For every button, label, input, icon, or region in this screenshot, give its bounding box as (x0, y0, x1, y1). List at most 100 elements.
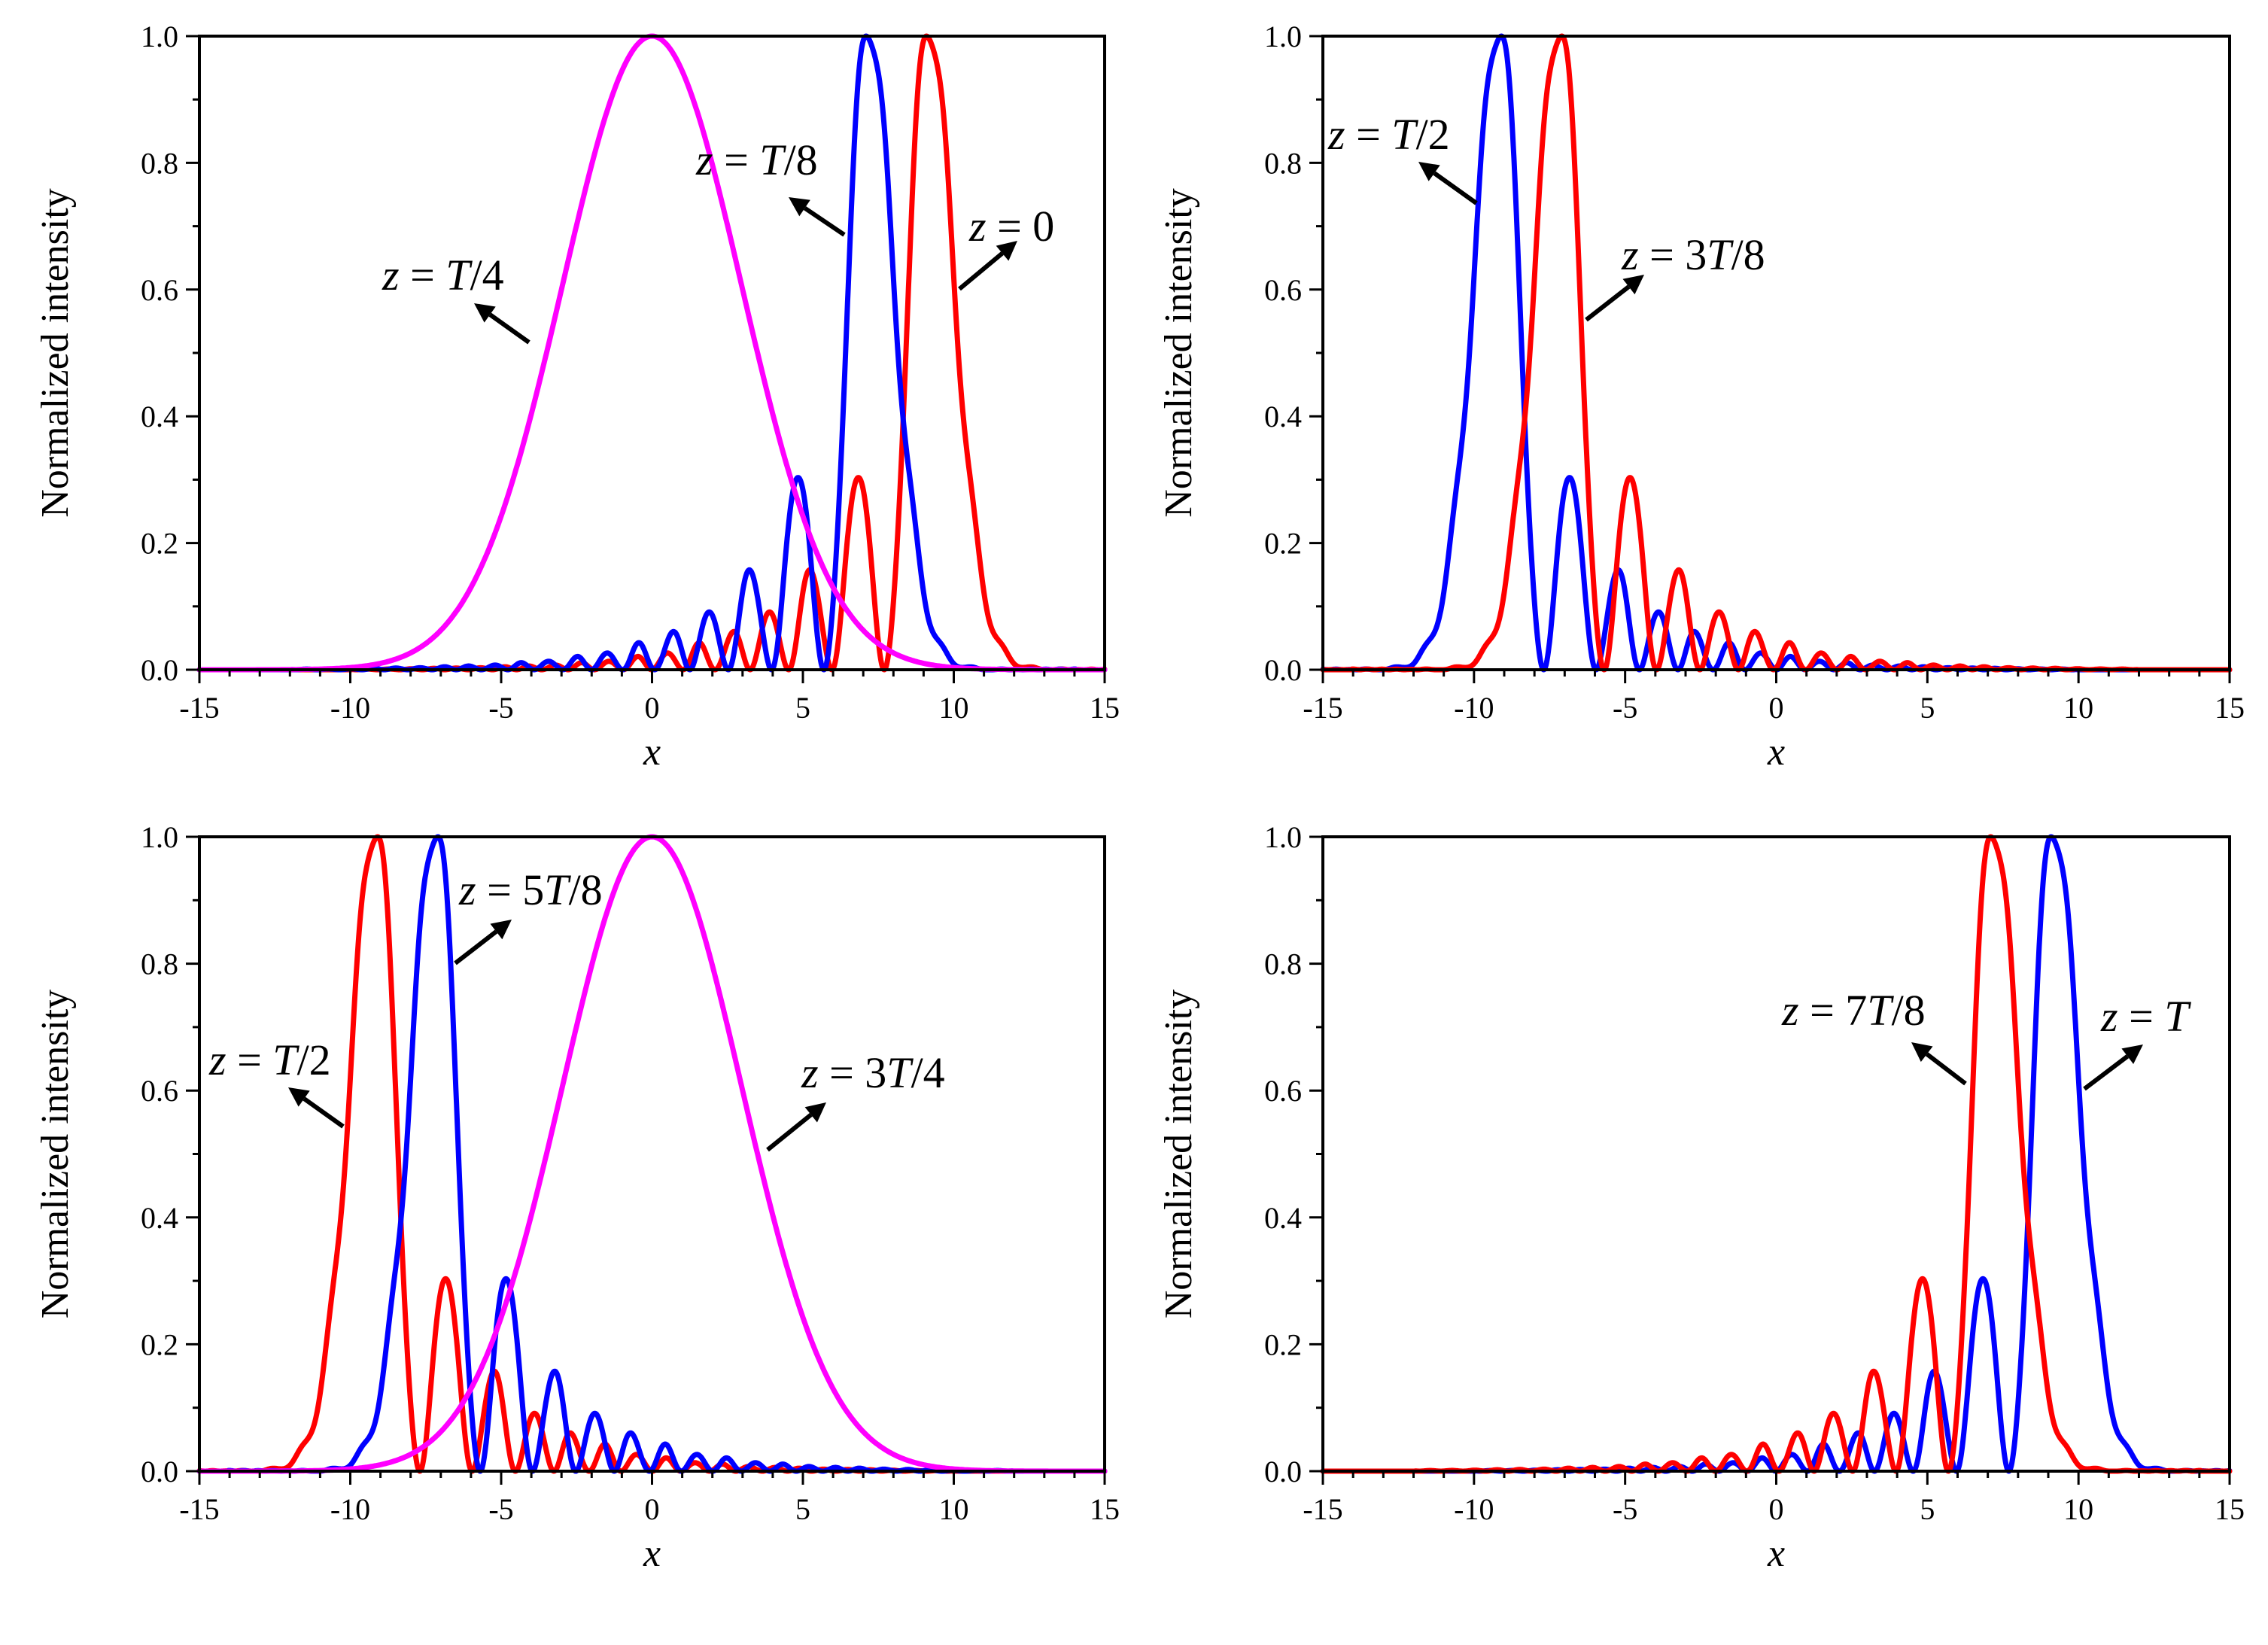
annotation-label: z = 0 (968, 202, 1054, 251)
annotation-label: z = T/2 (1327, 110, 1450, 159)
annotation-arrow (1585, 284, 1631, 322)
y-tick-label: 0.2 (141, 1327, 178, 1361)
annotation-arrow (488, 312, 531, 345)
annotation-arrow-head (288, 1087, 310, 1107)
x-tick-label: -5 (488, 691, 513, 725)
plot-frame (1321, 35, 2231, 671)
y-tick-label: 0.6 (1264, 1074, 1302, 1108)
x-tick-label: 15 (2215, 691, 2245, 725)
x-axis-title: x (643, 731, 661, 774)
y-tick-label: 0.6 (141, 273, 178, 307)
annotation-arrow-head (2121, 1044, 2143, 1065)
x-tick-label: -10 (330, 1492, 370, 1526)
x-tick-label: 10 (2063, 691, 2093, 725)
annotation-arrow (303, 1096, 345, 1129)
y-tick-label: 0.4 (141, 400, 178, 433)
x-tick-label: 10 (939, 1492, 969, 1526)
y-tick-label: 0.8 (141, 146, 178, 180)
series-line-red-1 (196, 33, 1108, 673)
x-tick-label: -15 (179, 691, 219, 725)
y-axis-title: Normalized intensity (1157, 990, 1200, 1319)
x-tick-label: 0 (645, 691, 660, 725)
annotation-arrow (2083, 1054, 2130, 1091)
x-tick-label: 15 (2215, 1492, 2245, 1526)
plot-frame (198, 35, 1106, 671)
plot-frame (1321, 835, 2231, 1473)
annotation-label: z = 3T/8 (1621, 230, 1765, 279)
y-tick-label: 0.2 (1264, 527, 1302, 561)
panel-4: -15 -10 -5 0 5 10 15 0.0 0.2 0.4 0.6 0.8 1.0 x Normali… (1157, 820, 2245, 1575)
y-tick-label: 1.0 (141, 20, 178, 53)
y-tick-label: 0.0 (1264, 1455, 1302, 1488)
x-tick-label: -10 (1454, 691, 1494, 725)
y-tick-label: 0.4 (1264, 1201, 1302, 1235)
x-tick-label: 5 (1920, 1492, 1935, 1526)
y-tick-label: 0.2 (141, 527, 178, 561)
series-line-red-2 (1320, 834, 2233, 1474)
x-tick-label: 15 (1090, 1492, 1120, 1526)
y-tick-label: 1.0 (141, 820, 178, 854)
annotation-label: z = T/8 (695, 135, 818, 184)
x-tick-label: 0 (645, 1492, 660, 1526)
annotation-arrow (766, 1113, 813, 1152)
annotation-arrow-head (490, 920, 512, 940)
x-tick-label: -15 (179, 1492, 219, 1526)
annotation-arrow (958, 251, 1004, 291)
x-tick-label: 5 (795, 1492, 810, 1526)
y-tick-label: 0.6 (1264, 273, 1302, 307)
y-tick-label: 0.8 (141, 947, 178, 981)
x-axis-title: x (1767, 1532, 1785, 1575)
y-axis-title: Normalized intensity (34, 990, 77, 1319)
annotation-label: z = 7T/8 (1781, 986, 1926, 1035)
x-tick-label: 10 (2063, 1492, 2093, 1526)
panel-1: -15 -10 -5 0 5 10 15 0.0 0.2 0.4 0.6 0.8 1.0 x Normali… (34, 20, 1120, 774)
series-line-blue-2 (196, 834, 1108, 1474)
y-tick-label: 0.0 (1264, 653, 1302, 687)
y-tick-label: 0.8 (1264, 146, 1302, 180)
series-line-blue-2 (196, 33, 1108, 673)
y-axis-title: Normalized intensity (1157, 188, 1200, 518)
x-tick-label: 0 (1769, 1492, 1784, 1526)
annotation-label: z = 3T/4 (801, 1048, 945, 1097)
y-tick-label: 0.8 (1264, 947, 1302, 981)
annotation-label: z = 5T/8 (458, 865, 603, 914)
series-line-blue-1 (1320, 834, 2233, 1474)
panel-3: -15 -10 -5 0 5 10 15 0.0 0.2 0.4 0.6 0.8 1.0 x Normali… (34, 820, 1120, 1575)
x-axis-title: x (1767, 731, 1785, 774)
annotation-arrow (1433, 171, 1478, 205)
y-tick-label: 0.0 (141, 653, 178, 687)
series-line-magenta-3 (196, 33, 1108, 673)
annotation-label: z = T/2 (208, 1035, 331, 1084)
plot-frame (198, 835, 1106, 1473)
x-tick-label: -15 (1303, 691, 1342, 725)
x-tick-label: 5 (1920, 691, 1935, 725)
y-tick-label: 1.0 (1264, 820, 1302, 854)
y-tick-label: 0.4 (1264, 400, 1302, 433)
annotation-arrow-head (996, 241, 1017, 261)
annotation-arrow-head (474, 303, 496, 323)
x-tick-label: -15 (1303, 1492, 1342, 1526)
x-tick-label: -10 (1454, 1492, 1494, 1526)
x-tick-label: -5 (1613, 691, 1637, 725)
x-tick-label: 5 (795, 691, 810, 725)
x-tick-label: 0 (1769, 691, 1784, 725)
x-tick-label: -5 (1613, 1492, 1637, 1526)
panel-2: -15 -10 -5 0 5 10 15 0.0 0.2 0.4 0.6 0.8 1.0 x Normali… (1157, 20, 2245, 774)
annotation-arrow (1925, 1052, 1967, 1086)
series-line-red-1 (196, 834, 1108, 1474)
annotation-arrow-head (1911, 1042, 1933, 1063)
x-tick-label: -10 (330, 691, 370, 725)
series-line-magenta-3 (196, 834, 1108, 1474)
x-tick-label: -5 (488, 1492, 513, 1526)
series-line-blue-1 (1320, 33, 2233, 673)
annotation-arrow-head (789, 197, 810, 217)
annotation-arrow (803, 206, 846, 237)
annotation-label: z = T/4 (382, 251, 504, 300)
y-tick-label: 0.2 (1264, 1327, 1302, 1361)
x-tick-label: 10 (939, 691, 969, 725)
annotation-arrow-head (804, 1102, 826, 1123)
y-tick-label: 0.4 (141, 1201, 178, 1235)
series-line-red-2 (1320, 33, 2233, 673)
y-tick-label: 0.0 (141, 1455, 178, 1488)
